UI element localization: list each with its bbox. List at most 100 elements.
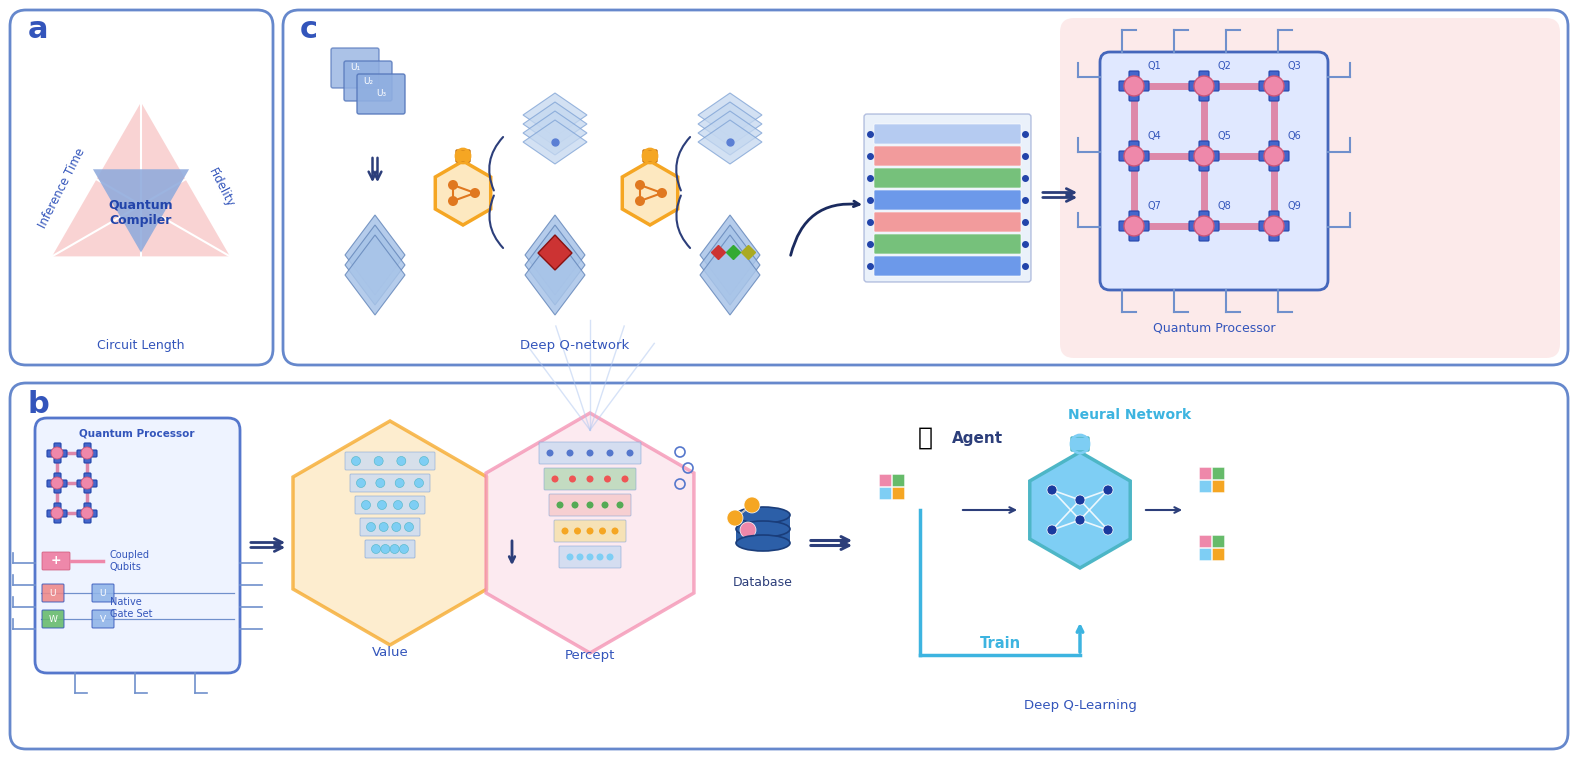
Polygon shape — [522, 93, 587, 137]
FancyBboxPatch shape — [1199, 549, 1212, 561]
Circle shape — [727, 510, 743, 526]
FancyBboxPatch shape — [874, 146, 1021, 166]
Circle shape — [399, 544, 409, 553]
FancyBboxPatch shape — [344, 61, 391, 101]
Text: Native
Gate Set: Native Gate Set — [110, 597, 153, 619]
Text: c: c — [300, 15, 319, 44]
Text: b: b — [28, 390, 50, 419]
Ellipse shape — [735, 521, 791, 537]
FancyBboxPatch shape — [84, 503, 92, 523]
Circle shape — [604, 476, 611, 483]
FancyBboxPatch shape — [47, 510, 66, 517]
Circle shape — [376, 479, 385, 487]
Circle shape — [567, 553, 573, 561]
Circle shape — [361, 501, 371, 509]
Circle shape — [596, 553, 603, 561]
Circle shape — [50, 447, 63, 459]
FancyBboxPatch shape — [92, 584, 114, 602]
FancyBboxPatch shape — [1199, 467, 1212, 480]
Circle shape — [1195, 76, 1213, 96]
Text: Quantum Processor: Quantum Processor — [1154, 321, 1275, 334]
FancyBboxPatch shape — [865, 114, 1030, 282]
Circle shape — [394, 479, 404, 487]
FancyBboxPatch shape — [1199, 211, 1209, 241]
Text: Q3: Q3 — [1288, 61, 1300, 71]
Text: Value: Value — [372, 647, 409, 660]
Circle shape — [1195, 146, 1213, 166]
FancyBboxPatch shape — [1269, 141, 1280, 171]
Text: 🤖: 🤖 — [917, 426, 933, 450]
Circle shape — [567, 449, 573, 457]
Circle shape — [1264, 216, 1284, 236]
Text: Q4: Q4 — [1147, 131, 1161, 141]
Circle shape — [626, 449, 633, 457]
Text: U₂: U₂ — [363, 77, 372, 86]
FancyBboxPatch shape — [1259, 151, 1289, 161]
Circle shape — [357, 479, 366, 487]
Text: Percept: Percept — [565, 648, 615, 661]
Circle shape — [606, 553, 614, 561]
Ellipse shape — [735, 535, 791, 551]
Text: Circuit Length: Circuit Length — [98, 338, 185, 351]
Circle shape — [415, 479, 423, 487]
FancyBboxPatch shape — [1212, 549, 1225, 561]
Text: Q1: Q1 — [1147, 61, 1161, 71]
Polygon shape — [346, 215, 406, 295]
FancyBboxPatch shape — [1128, 211, 1139, 241]
FancyBboxPatch shape — [893, 474, 904, 486]
Circle shape — [404, 523, 413, 531]
FancyBboxPatch shape — [47, 480, 66, 487]
Circle shape — [1103, 525, 1112, 535]
FancyBboxPatch shape — [1071, 437, 1089, 451]
Circle shape — [740, 522, 756, 538]
FancyBboxPatch shape — [1212, 467, 1225, 480]
Circle shape — [557, 502, 563, 508]
FancyBboxPatch shape — [360, 518, 420, 536]
Circle shape — [601, 502, 609, 508]
Polygon shape — [522, 120, 587, 164]
FancyBboxPatch shape — [365, 540, 415, 558]
FancyBboxPatch shape — [1199, 480, 1212, 492]
Text: W: W — [49, 615, 57, 623]
Circle shape — [1046, 525, 1057, 535]
FancyBboxPatch shape — [54, 443, 62, 463]
FancyBboxPatch shape — [1212, 480, 1225, 492]
Circle shape — [587, 476, 593, 483]
Circle shape — [587, 553, 593, 561]
FancyBboxPatch shape — [92, 610, 114, 628]
FancyBboxPatch shape — [1128, 71, 1139, 101]
FancyBboxPatch shape — [1199, 536, 1212, 547]
Circle shape — [634, 180, 645, 190]
Circle shape — [634, 196, 645, 206]
Circle shape — [1075, 495, 1086, 505]
FancyBboxPatch shape — [355, 496, 424, 514]
Text: Q8: Q8 — [1217, 201, 1231, 211]
Circle shape — [80, 447, 93, 459]
Circle shape — [377, 501, 387, 509]
FancyBboxPatch shape — [1188, 81, 1218, 91]
FancyBboxPatch shape — [1188, 221, 1218, 231]
Text: U₁: U₁ — [350, 64, 360, 72]
Text: Deep Q-network: Deep Q-network — [521, 338, 630, 351]
Text: Neural Network: Neural Network — [1068, 408, 1191, 422]
Polygon shape — [525, 225, 585, 305]
FancyBboxPatch shape — [879, 474, 892, 486]
Circle shape — [352, 457, 360, 465]
FancyBboxPatch shape — [77, 480, 96, 487]
FancyBboxPatch shape — [84, 473, 92, 493]
FancyBboxPatch shape — [735, 529, 791, 543]
FancyBboxPatch shape — [9, 10, 273, 365]
Circle shape — [546, 449, 554, 457]
Polygon shape — [701, 215, 761, 295]
Text: Q5: Q5 — [1217, 131, 1231, 141]
Text: Train: Train — [980, 635, 1021, 651]
Circle shape — [379, 523, 388, 531]
Polygon shape — [697, 102, 762, 146]
Circle shape — [1075, 515, 1086, 525]
Circle shape — [1264, 146, 1284, 166]
Text: U₃: U₃ — [376, 90, 387, 99]
Circle shape — [587, 527, 593, 534]
FancyBboxPatch shape — [1188, 151, 1218, 161]
Circle shape — [570, 476, 576, 483]
Text: Quantum
Compiler: Quantum Compiler — [109, 199, 174, 227]
